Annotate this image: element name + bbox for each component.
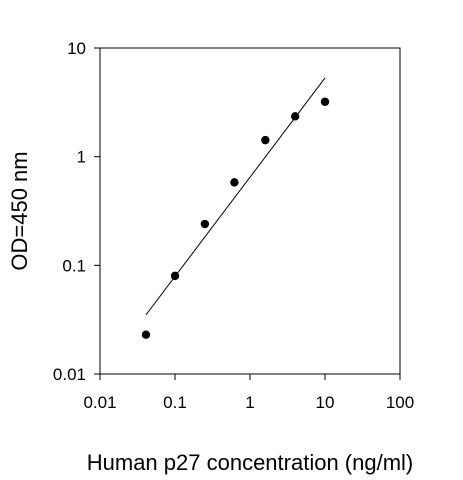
data-point — [320, 97, 330, 106]
data-point — [141, 330, 151, 339]
x-axis-title: Human p27 concentration (ng/ml) — [87, 450, 414, 475]
y-axis: 0.01 0.1 1 10 — [53, 39, 100, 384]
y-tick-label: 1 — [77, 148, 86, 167]
data-point — [230, 178, 239, 187]
x-tick-label: 100 — [386, 393, 414, 412]
data-points — [141, 97, 330, 339]
data-point — [290, 112, 300, 121]
x-tick-label: 1 — [245, 393, 254, 412]
y-tick-label: 0.1 — [62, 256, 86, 275]
data-point — [170, 271, 180, 281]
x-tick-label: 0.1 — [163, 393, 187, 412]
x-tick-label: 0.01 — [83, 393, 116, 412]
data-point — [200, 219, 210, 229]
x-tick-label: 10 — [316, 393, 335, 412]
x-axis: 0.01 0.1 1 10 100 — [83, 374, 414, 412]
y-axis-title: OD=450 nm — [7, 151, 32, 270]
data-point — [261, 135, 270, 145]
plot-frame — [99, 47, 401, 375]
y-tick-label: 0.01 — [53, 365, 86, 384]
y-tick-label: 10 — [67, 39, 86, 58]
